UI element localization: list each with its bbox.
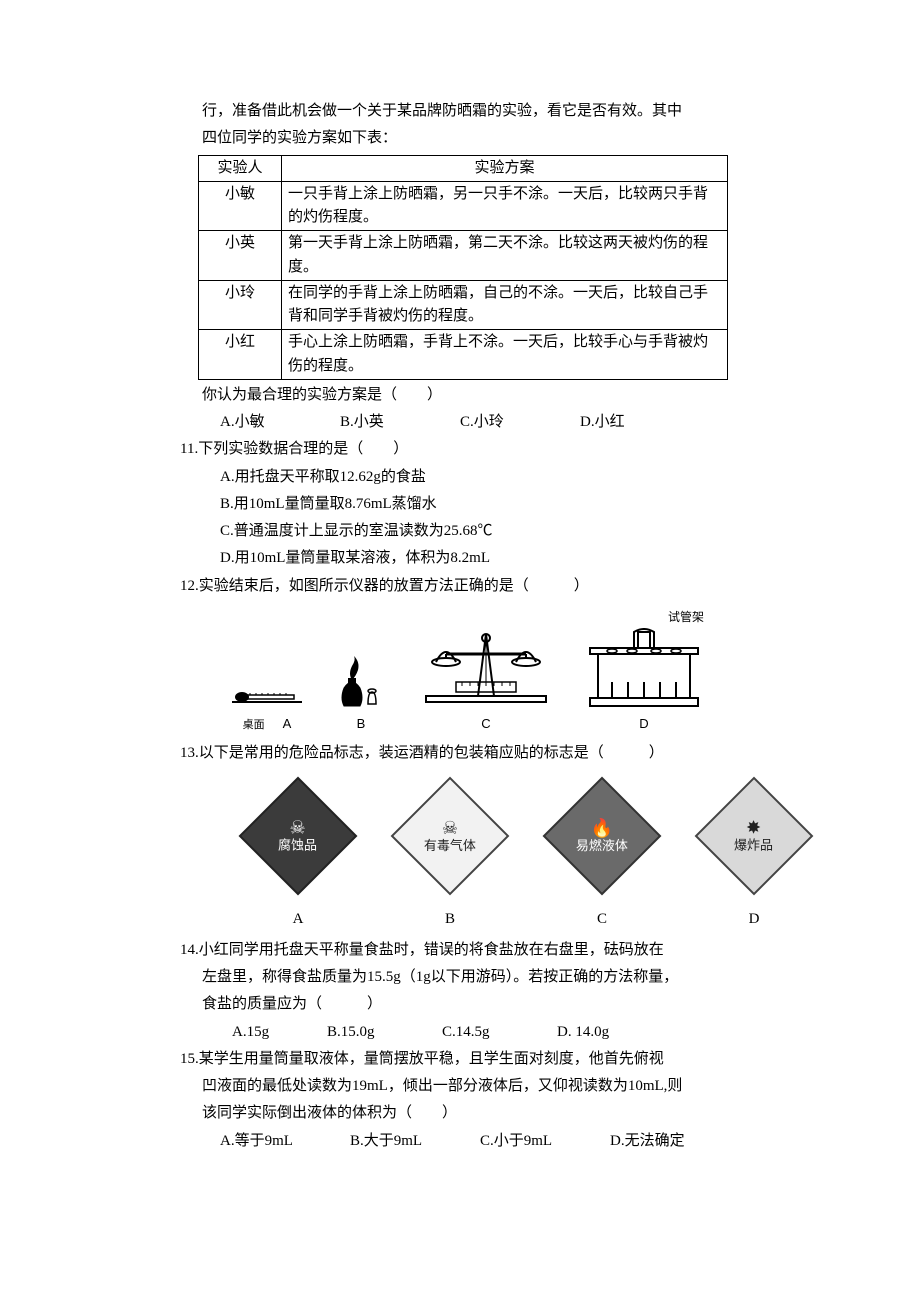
q14-opt-b: B.15.0g [327,1021,442,1044]
q10-opt-a: A.小敏 [220,411,340,434]
explosive-icon: ✸ [746,819,761,837]
hazard-b-diamond: ☠ 有毒气体 [391,776,510,895]
q12-figure: 桌面 A B [198,608,740,735]
hazard-c-label: C [597,908,607,931]
q15-opt-b: B.大于9mL [350,1130,480,1153]
table-row: 小英 第一天手背上涂上防晒霜，第二天不涂。比较这两天被灼伤的程度。 [199,231,728,281]
instr-c-label: C [481,714,490,734]
q15-line-3: 该同学实际倒出液体的体积为（ ） [180,1102,740,1125]
cell-plan: 在同学的手背上涂上防晒霜，自己的不涂。一天后，比较自己手背和同学手背被灼伤的程度… [282,280,728,330]
q10-prompt: 你认为最合理的实验方案是（ ） [180,384,740,407]
q14-line-2: 左盘里，称得食盐质量为15.5g（1g以下用游码）。若按正确的方法称量， [180,966,740,989]
q11-opt-d: D.用10mL量筒量取某溶液，体积为8.2mL [180,547,740,570]
q12-stem: 12.实验结束后，如图所示仪器的放置方法正确的是（ ） [180,575,740,598]
th-person: 实验人 [199,155,282,181]
hazard-c: 🔥 易燃液体 C [542,776,662,931]
q15-options: A.等于9mL B.大于9mL C.小于9mL D.无法确定 [180,1130,740,1153]
q14-opt-c: C.14.5g [442,1021,557,1044]
hazard-a-inner: ☠ 腐蚀品 [278,819,317,853]
instrument-d: 试管架 [584,608,704,735]
q11-opt-a: A.用托盘天平称取12.62g的食盐 [180,466,740,489]
q15-line-1: 15.某学生用量筒量取液体，量筒摆放平稳，且学生面对刻度，他首先俯视 [180,1048,740,1071]
intro-line-2: 四位同学的实验方案如下表： [180,127,740,150]
q14-opt-d: D. 14.0g [557,1021,609,1044]
hazard-c-text: 易燃液体 [576,839,628,853]
q10-opt-c: C.小玲 [460,411,580,434]
hazard-d-inner: ✸ 爆炸品 [734,819,773,853]
hazard-d-label: D [749,908,760,931]
hazard-a-text: 腐蚀品 [278,839,317,853]
hazard-b-text: 有毒气体 [424,839,476,853]
instr-b-label: B [357,714,366,734]
q11-opt-c: C.普通温度计上显示的室温读数为25.68℃ [180,520,740,543]
th-plan: 实验方案 [282,155,728,181]
hazard-d-diamond: ✸ 爆炸品 [695,776,814,895]
table-row: 小敏 一只手背上涂上防晒霜，另一只手不涂。一天后，比较两只手背的灼伤程度。 [199,181,728,231]
cell-person: 小敏 [199,181,282,231]
instr-d-label: D [639,714,648,734]
toxic-icon: ☠ [442,819,458,837]
cell-person: 小红 [199,330,282,380]
cell-plan: 一只手背上涂上防晒霜，另一只手不涂。一天后，比较两只手背的灼伤程度。 [282,181,728,231]
flammable-icon: 🔥 [591,819,613,837]
table-row: 小红 手心上涂上防晒霜，手背上不涂。一天后，比较手心与手背被灼伤的程度。 [199,330,728,380]
corrosive-icon: ☠ [290,819,306,837]
hazard-b: ☠ 有毒气体 B [390,776,510,931]
cell-person: 小英 [199,231,282,281]
hazard-c-inner: 🔥 易燃液体 [576,819,628,853]
instr-d-caption: 试管架 [668,608,704,627]
hazard-d: ✸ 爆炸品 D [694,776,814,931]
instrument-c: C [416,624,556,734]
q15-line-2: 凹液面的最低处读数为19mL，倾出一部分液体后，又仰视读数为10mL,则 [180,1075,740,1098]
q10-options: A.小敏 B.小英 C.小玲 D.小红 [180,411,740,434]
q13-figure: ☠ 腐蚀品 A ☠ 有毒气体 B [198,776,740,931]
q14-opt-a: A.15g [232,1021,327,1044]
q11-stem: 11.下列实验数据合理的是（ ） [180,438,740,461]
experiment-table: 实验人 实验方案 小敏 一只手背上涂上防晒霜，另一只手不涂。一天后，比较两只手背… [198,155,728,380]
q15-opt-a: A.等于9mL [220,1130,350,1153]
cell-plan: 第一天手背上涂上防晒霜，第二天不涂。比较这两天被灼伤的程度。 [282,231,728,281]
hazard-c-diamond: 🔥 易燃液体 [543,776,662,895]
intro-line-1: 行，准备借此机会做一个关于某品牌防晒霜的实验，看它是否有效。其中 [180,100,740,123]
table-row: 小玲 在同学的手背上涂上防晒霜，自己的不涂。一天后，比较自己手背和同学手背被灼伤… [199,280,728,330]
q14-line-1: 14.小红同学用托盘天平称量食盐时，错误的将食盐放在右盘里，砝码放在 [180,939,740,962]
instr-a-caption: 桌面 [243,717,265,734]
hazard-a: ☠ 腐蚀品 A [238,776,358,931]
instr-a-label: A [283,714,292,734]
q15-opt-d: D.无法确定 [610,1130,685,1153]
hazard-b-label: B [445,908,455,931]
hazard-a-diamond: ☠ 腐蚀品 [239,776,358,895]
hazard-d-text: 爆炸品 [734,839,773,853]
hazard-b-inner: ☠ 有毒气体 [424,819,476,853]
q13-stem: 13.以下是常用的危险品标志，装运酒精的包装箱应贴的标志是（ ） [180,742,740,765]
q15-opt-c: C.小于9mL [480,1130,610,1153]
q14-line-3: 食盐的质量应为（ ） [180,993,740,1016]
q10-opt-d: D.小红 [580,411,625,434]
q11-opt-b: B.用10mL量筒量取8.76mL蒸馏水 [180,493,740,516]
q10-opt-b: B.小英 [340,411,460,434]
cell-plan: 手心上涂上防晒霜，手背上不涂。一天后，比较手心与手背被灼伤的程度。 [282,330,728,380]
cell-person: 小玲 [199,280,282,330]
table-header-row: 实验人 实验方案 [199,155,728,181]
q14-options: A.15g B.15.0g C.14.5g D. 14.0g [180,1021,740,1044]
page: 行，准备借此机会做一个关于某品牌防晒霜的实验，看它是否有效。其中 四位同学的实验… [0,0,920,1217]
instrument-b: B [334,654,388,734]
instrument-a: 桌面 A [228,664,306,734]
hazard-a-label: A [293,908,304,931]
